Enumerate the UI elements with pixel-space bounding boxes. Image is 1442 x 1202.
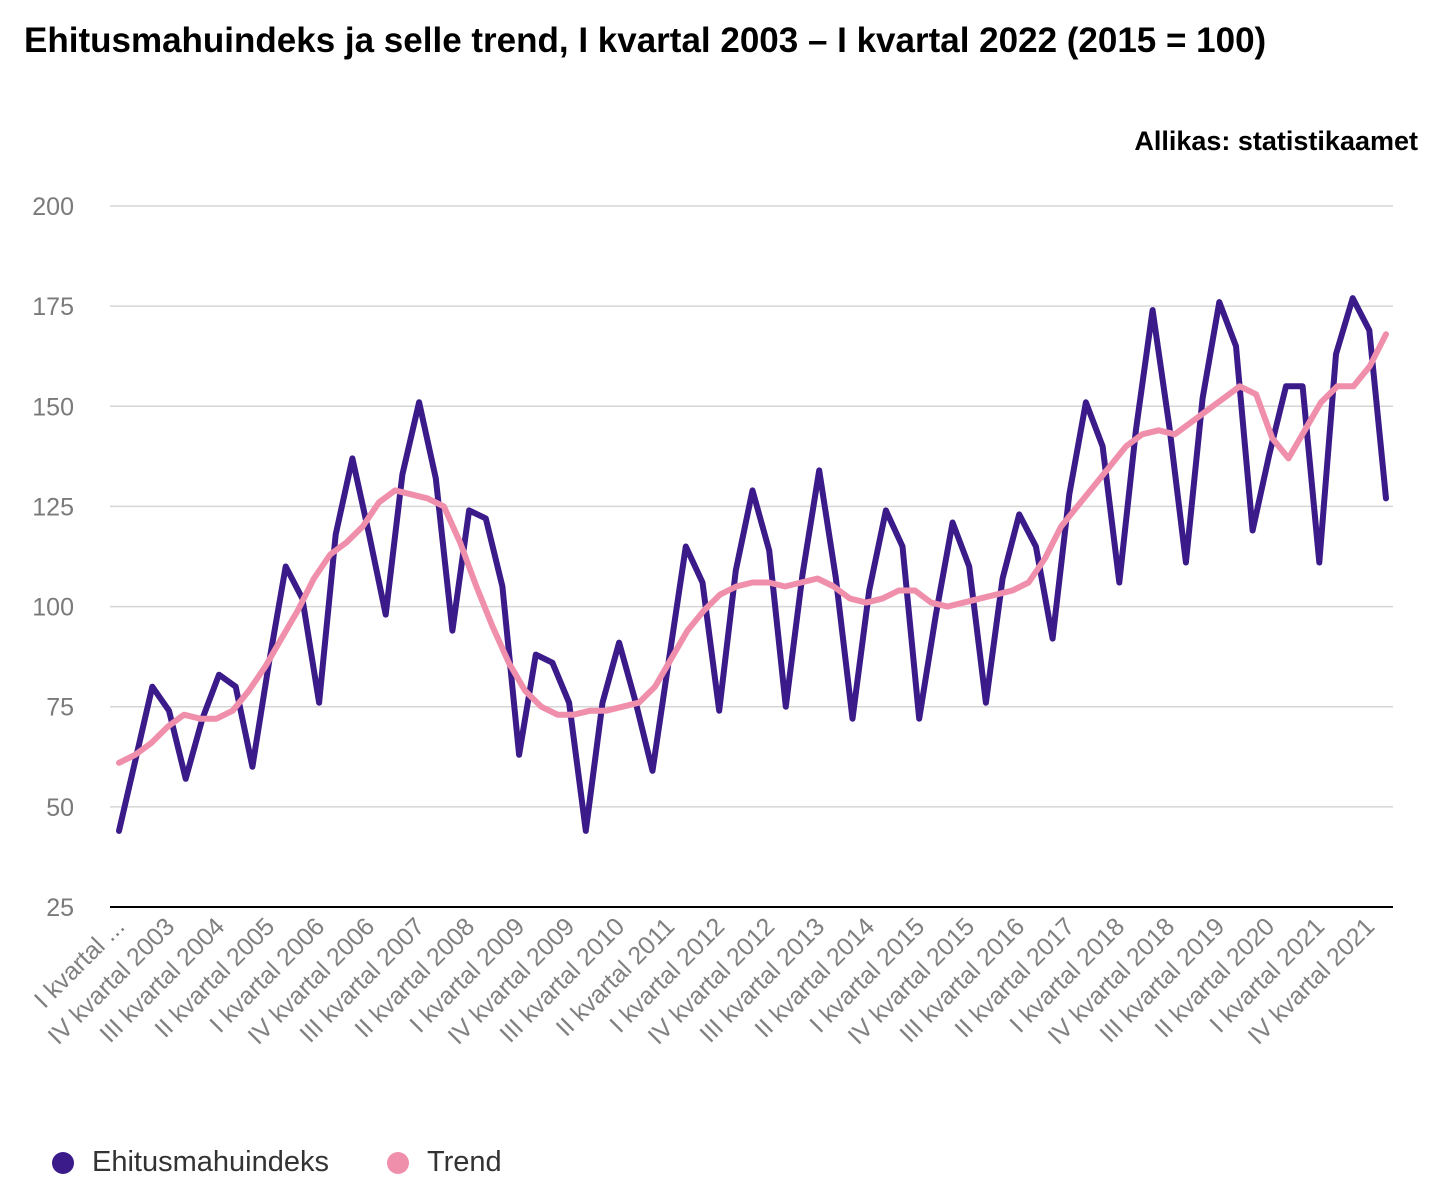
y-tick-label: 150 [32, 393, 74, 421]
y-tick-label: 50 [46, 794, 74, 822]
legend-marker-trend [386, 1151, 409, 1174]
y-axis-ticks: 25 50 75 100 125 150 175 200 [32, 193, 74, 922]
gridlines [110, 205, 1393, 908]
series-line-ehitusmahuindeks [116, 295, 1389, 834]
legend-label-trend: Trend [426, 1146, 502, 1178]
chart-title: Ehitusmahuindeks ja selle trend, I kvart… [24, 21, 1267, 60]
y-tick-label: 25 [46, 894, 74, 922]
y-tick-label: 100 [32, 594, 74, 622]
y-tick-label: 175 [32, 293, 74, 321]
y-tick-label: 125 [32, 493, 74, 521]
legend-label-ehitusmahuindeks: Ehitusmahuindeks [92, 1146, 329, 1178]
y-tick-label: 200 [32, 193, 74, 221]
series-line-trend [116, 331, 1389, 766]
y-tick-label: 75 [46, 694, 74, 722]
legend: Ehitusmahuindeks Trend [52, 1146, 560, 1179]
legend-item-trend[interactable]: Trend [386, 1146, 502, 1179]
legend-item-ehitusmahuindeks[interactable]: Ehitusmahuindeks [52, 1146, 329, 1179]
series-lines [116, 295, 1389, 834]
legend-marker-ehitusmahuindeks [52, 1151, 74, 1174]
source-label: Allikas: statistikaamet [1134, 126, 1418, 156]
